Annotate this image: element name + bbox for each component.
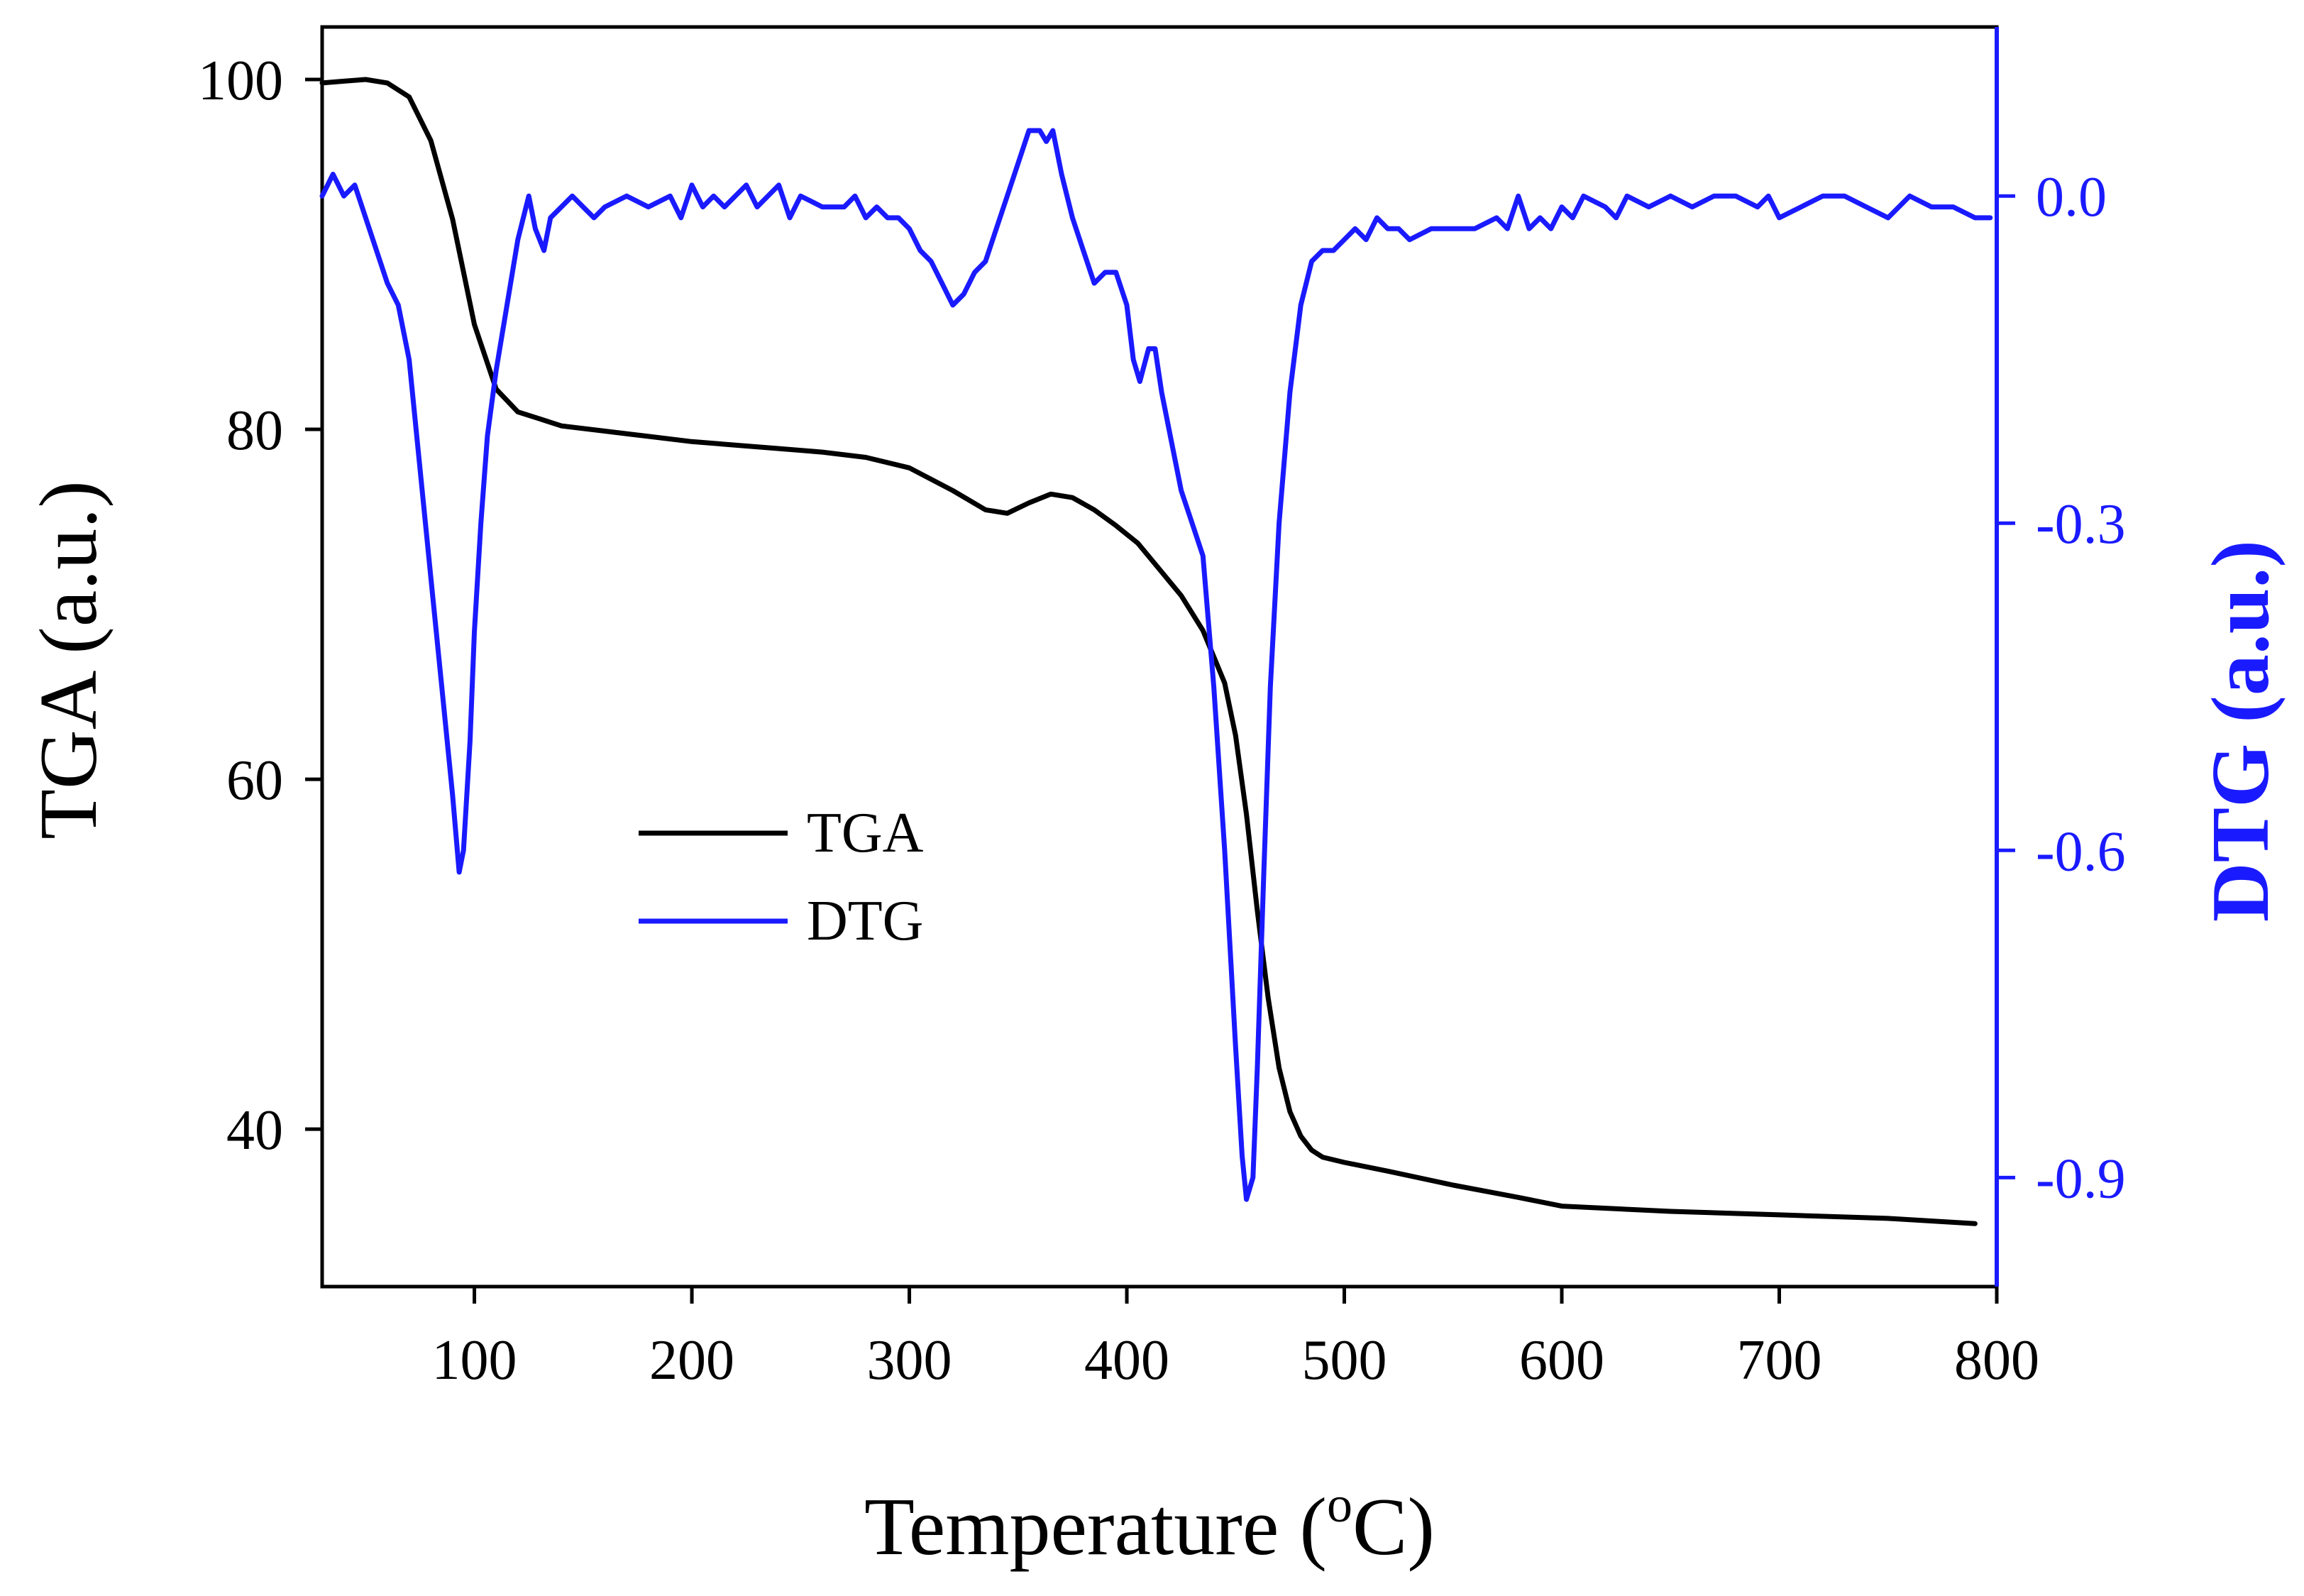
- y-right-tick-label: -0.3: [2036, 493, 2126, 556]
- y-left-tick-label: 60: [226, 749, 283, 812]
- right-axis-title: DTG (a.u.): [2195, 540, 2286, 922]
- legend-tga-label: TGA: [807, 802, 924, 864]
- series-line-dtg: [319, 128, 1993, 1202]
- legend-dtg-label: DTG: [807, 890, 923, 952]
- x-tick-label: 500: [1302, 1329, 1387, 1392]
- y-right-tick-label: -0.9: [2036, 1148, 2126, 1210]
- x-tick-label: 100: [432, 1329, 517, 1392]
- x-tick-label: 300: [867, 1329, 952, 1392]
- y-left-tick-label: 80: [226, 400, 283, 462]
- x-tick-label: 700: [1737, 1329, 1822, 1392]
- y-right-tick-label: -0.6: [2036, 820, 2126, 883]
- legend: TGA DTG: [639, 802, 924, 952]
- ticks-layer: 100 200 300 400 500 600 700 800 40 60 80 100 -0.9 -0.…: [198, 50, 2126, 1392]
- y-left-tick-label: 100: [198, 50, 283, 112]
- y-left-tick-label: 40: [226, 1099, 283, 1162]
- x-tick-label: 200: [649, 1329, 734, 1392]
- y-right-tick-label: 0.0: [2036, 166, 2107, 229]
- x-tick-label: 800: [1954, 1329, 2039, 1392]
- x-tick-label: 600: [1519, 1329, 1604, 1392]
- x-axis-title: Temperature (oC): [864, 1476, 1435, 1573]
- x-axis-title-suffix: C): [1352, 1482, 1435, 1573]
- x-axis-title-main: Temperature (: [864, 1482, 1327, 1573]
- plot-frame: [320, 25, 1999, 1289]
- left-axis-title: TGA (a.u.): [23, 480, 114, 840]
- x-axis-title-superscript: o: [1327, 1476, 1352, 1533]
- series-line-tga: [319, 77, 1978, 1226]
- x-tick-label: 400: [1084, 1329, 1169, 1392]
- series-layer: [319, 77, 1993, 1226]
